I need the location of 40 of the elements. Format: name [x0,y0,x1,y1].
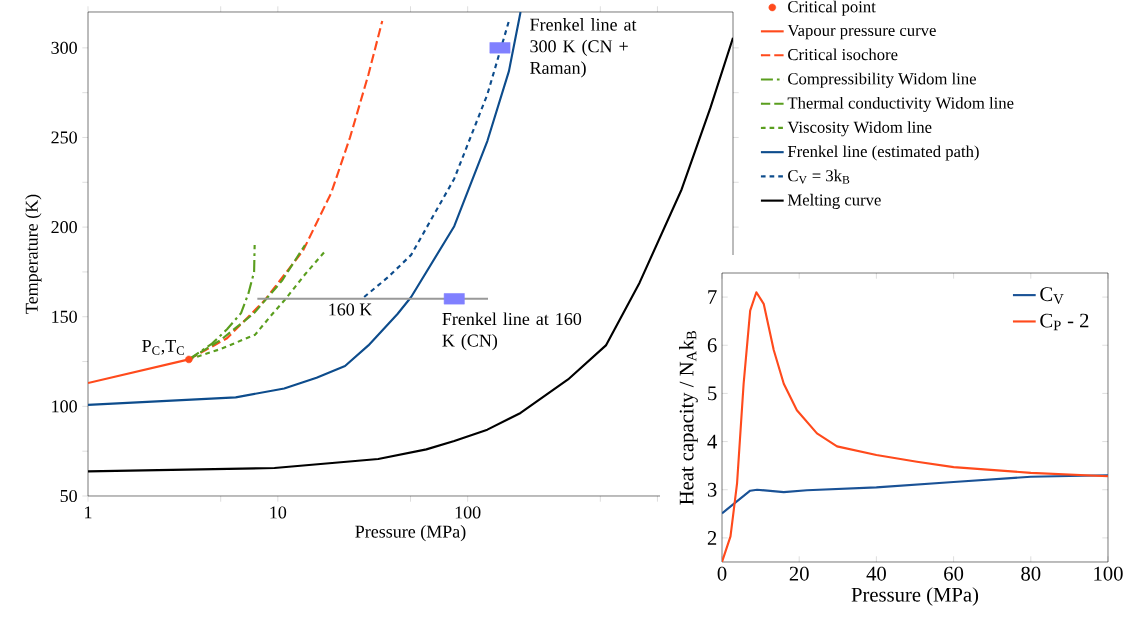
x-axis-title: Pressure (MPa) [355,525,466,542]
y-tick-label: 100 [52,400,77,413]
x-tick-label: 40 [866,566,886,581]
y-tick-label: 6 [707,338,717,353]
y-tick-label: 2 [707,531,717,545]
legend-label: Frenkel line (estimated path) [787,145,979,161]
annotation: Frenkel line at 300 K (CN + Raman) [530,18,637,78]
legend-label: Melting curve [787,193,881,210]
y-tick-label: 300 [51,41,77,54]
legend-label: C$_{V}$ = 3k$_{B}$ [788,169,850,184]
legend-label: C$_{V}$ [1040,287,1064,305]
y-tick-label: 3 [707,482,717,497]
legend-label: Compressibility Widom line [788,72,976,88]
x-tick-label: 1 [85,506,92,519]
legend-label: Viscosity Widom line [787,121,932,137]
x-tick-label: 10 [270,506,287,519]
y-tick-label: 150 [52,310,77,323]
x-tick-label: 60 [944,566,964,581]
annotation: Frenkel line at 160 K (CN) [442,312,582,351]
y-tick-label: 4 [707,434,717,449]
x-tick-label: 100 [1094,566,1123,581]
legend-label: Thermal conductivity Widom line [787,96,1014,113]
y-tick-label: 50 [60,489,77,503]
annotation: 160 K [329,303,373,316]
annotation: P$_{C}$,T$_{C}$ [142,340,184,355]
legend-label: C$_{P}$ - 2 [1040,313,1089,331]
y-axis-title: Temperature (K) [25,194,42,314]
x-tick-label: 0 [717,566,727,581]
y-tick-label: 200 [51,221,77,234]
x-tick-label: 100 [455,506,481,519]
y-tick-label: 7 [708,290,717,304]
y-tick-label: 5 [708,386,717,401]
legend-label: Critical isochore [788,48,898,61]
legend-label: Vapour pressure curve [787,24,936,40]
y-axis-title: Heat capacity / N$_{A}$k$_{B}$ [679,330,698,505]
x-tick-label: 80 [1021,566,1041,581]
legend-label: Critical point [788,0,876,16]
x-axis-title: Pressure (MPa) [851,587,979,606]
y-tick-label: 250 [51,131,77,144]
x-tick-label: 20 [789,566,809,581]
